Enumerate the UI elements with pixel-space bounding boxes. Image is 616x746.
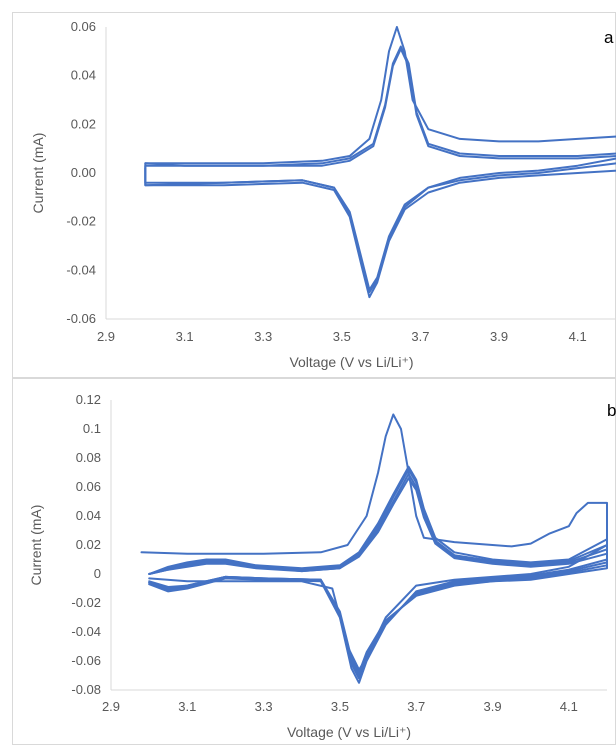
x-tick-label: 4.1 [560, 699, 578, 714]
x-axis-title: Voltage (V vs Li/Li⁺) [287, 724, 411, 740]
y-tick-label: -0.08 [71, 682, 101, 697]
y-axis-title: Current (mA) [30, 133, 46, 214]
y-tick-label: 0.04 [76, 508, 101, 523]
panel-label-b: b [607, 401, 616, 420]
y-axis-title: Current (mA) [28, 505, 44, 586]
panel-label-a: a [604, 28, 614, 47]
x-tick-label: 3.7 [407, 699, 425, 714]
cv-curve-a-1 [144, 26, 616, 299]
y-tick-label: 0 [94, 566, 101, 581]
y-tick-label: 0.00 [71, 165, 96, 180]
y-tick-label: 0.02 [71, 116, 96, 131]
y-tick-label: -0.02 [71, 595, 101, 610]
cv-curve-b-5 [148, 477, 608, 674]
x-tick-label: 3.7 [411, 329, 429, 344]
cv-curve-a-3 [144, 47, 616, 291]
y-tick-label: 0.12 [76, 392, 101, 407]
chart-panel-b: 0.12 0.1 0.08 0.06 0.04 0.02 0 -0.02 -0.04 -0.06 -… [12, 378, 616, 745]
x-tick-label: 3.9 [483, 699, 501, 714]
cv-curve-b-1 [140, 413, 608, 671]
y-tick-label: 0.08 [76, 450, 101, 465]
x-tick-label: 2.9 [97, 329, 115, 344]
x-tick-label: 3.1 [176, 329, 194, 344]
y-tick-label: -0.02 [66, 214, 96, 229]
x-axis-title: Voltage (V vs Li/Li⁺) [289, 354, 413, 370]
y-tick-label: -0.04 [71, 624, 101, 639]
y-tick-label: 0.06 [76, 479, 101, 494]
y-tick-label: -0.06 [71, 653, 101, 668]
y-tick-label: 0.02 [76, 537, 101, 552]
y-tick-label: -0.04 [66, 262, 96, 277]
x-tick-label: 2.9 [102, 699, 120, 714]
x-tick-label: 4.1 [569, 329, 587, 344]
x-tick-label: 3.9 [490, 329, 508, 344]
x-tick-label: 3.3 [255, 699, 273, 714]
y-tick-label: -0.06 [66, 311, 96, 326]
x-tick-label: 3.3 [254, 329, 272, 344]
x-tick-label: 3.5 [331, 699, 349, 714]
y-tick-label: 0.06 [71, 19, 96, 34]
chart-panel-a: 0.06 0.04 0.02 0.00 -0.02 -0.04 -0.06 2.9 3.1 3.3… [12, 12, 616, 378]
x-tick-label: 3.5 [333, 329, 351, 344]
chart-a-svg: 0.06 0.04 0.02 0.00 -0.02 -0.04 -0.062.9 3.1 3.3… [30, 19, 616, 370]
x-tick-label: 3.1 [178, 699, 196, 714]
y-tick-label: 0.04 [71, 68, 96, 83]
chart-b-svg: 0.12 0.1 0.08 0.06 0.04 0.02 0 -0.02 -0.04 -0.06 -… [28, 392, 616, 740]
y-tick-label: 0.1 [83, 421, 101, 436]
